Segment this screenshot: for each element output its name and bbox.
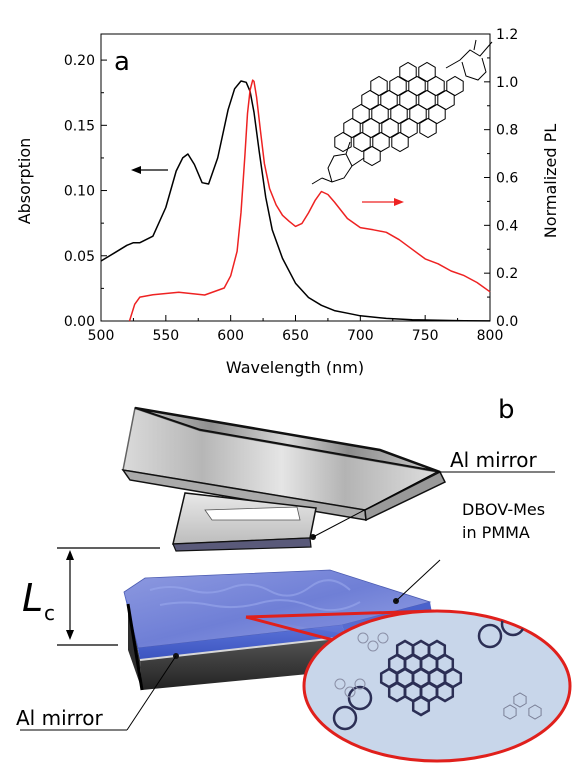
- hex-ring: [437, 89, 455, 111]
- inset-mesityl-ring: [347, 685, 373, 711]
- top-mirror-label: Al mirror: [450, 448, 538, 472]
- cavity-length-subscript: c: [44, 601, 55, 625]
- y-tick-label: 0.20: [64, 53, 95, 69]
- x-tick-label: 650: [282, 328, 309, 344]
- x-tick-label: 600: [217, 328, 244, 344]
- hex-ring: [399, 89, 417, 111]
- y-axis-label: Absorption: [15, 138, 34, 225]
- cavity-illustration: b L c: [16, 395, 572, 763]
- zoom-inset: [245, 609, 572, 763]
- y-tick-label: 0.10: [64, 184, 95, 200]
- cavity-length-symbol: L: [22, 576, 43, 620]
- hex-ring: [353, 131, 371, 153]
- inset-hex-faint: [513, 692, 527, 708]
- x-tick-label: 800: [477, 328, 504, 344]
- spectrum-chart: 500 550 600 650 700 750 800 0.000.050.100.150.…: [15, 27, 560, 377]
- molecule-structure-drawing: [311, 39, 493, 185]
- hex-ring: [370, 75, 388, 97]
- pl-series-line: [128, 79, 491, 322]
- hex-ring: [361, 89, 379, 111]
- inset-small-molecule: [367, 640, 379, 652]
- inset-mesityl-ring: [332, 705, 358, 731]
- inset-hex: [411, 695, 431, 717]
- left-axis-arrow: [131, 166, 168, 174]
- inset-small-molecule: [544, 614, 556, 626]
- panel-b-label: b: [498, 395, 515, 425]
- inset-small-molecule: [377, 632, 389, 644]
- bottom-mirror-label: Al mirror: [16, 706, 104, 730]
- inset-small-molecule: [357, 632, 369, 644]
- top-mirror-block: [121, 406, 447, 552]
- right-axis-arrow: [362, 198, 404, 206]
- hex-ring: [381, 117, 399, 139]
- hex-ring: [362, 117, 380, 139]
- x-tick-label: 500: [88, 328, 115, 344]
- hex-ring: [427, 75, 445, 97]
- y2-tick-label: 0.2: [496, 266, 518, 282]
- hex-ring: [363, 145, 381, 167]
- absorption-series-line: [100, 80, 491, 322]
- hex-ring: [352, 103, 370, 125]
- hex-ring: [428, 103, 446, 125]
- inset-hex: [435, 681, 455, 703]
- series-layer: [100, 79, 491, 322]
- film-label-line2: in PMMA: [462, 523, 530, 542]
- y2-tick-label: 0.4: [496, 218, 518, 234]
- inset-small-molecule: [344, 686, 356, 698]
- x-tick-label: 700: [347, 328, 374, 344]
- hex-ring: [371, 103, 389, 125]
- panel-a-label: a: [114, 47, 130, 77]
- top-mirror-leader: [312, 471, 438, 538]
- hex-ring: [408, 75, 426, 97]
- inset-hex-faint: [528, 704, 542, 720]
- hex-ring: [343, 117, 361, 139]
- inset-small-molecule: [487, 611, 499, 612]
- film-leader: [395, 559, 441, 602]
- y2-axis-label: Normalized PL: [541, 124, 560, 238]
- inset-small-molecule: [534, 622, 546, 634]
- hex-ring: [334, 131, 352, 153]
- bottom-mirror-stack: [123, 569, 432, 691]
- hex-ring: [419, 117, 437, 139]
- hex-ring: [409, 103, 427, 125]
- x-tick-label: 550: [152, 328, 179, 344]
- inset-small-molecule: [507, 611, 519, 612]
- plot-frame: [100, 33, 491, 322]
- y2-tick-label: 0.6: [496, 171, 518, 187]
- hex-ring: [418, 89, 436, 111]
- bottom-mirror-leader: [126, 655, 177, 731]
- hex-ring: [446, 75, 464, 97]
- y2-tick-label: 0.8: [496, 123, 518, 139]
- hex-ring: [372, 131, 390, 153]
- inset-mesityl-ring: [477, 623, 503, 649]
- hex-ring: [390, 103, 408, 125]
- hex-ring: [380, 89, 398, 111]
- hex-ring: [399, 61, 417, 83]
- hex-ring: [391, 131, 409, 153]
- y2-tick-label: 1.2: [496, 27, 518, 43]
- hex-ring: [418, 61, 436, 83]
- inset-small-molecule: [497, 611, 509, 620]
- inset-small-molecule: [354, 678, 366, 690]
- y-tick-label: 0.15: [64, 118, 95, 134]
- y2-ticks: 0.0 0.2 0.4 0.6 0.8 1.0 1.2: [484, 27, 518, 330]
- x-tick-label: 750: [412, 328, 439, 344]
- inset-small-molecule: [524, 614, 536, 626]
- inset-small-molecule: [334, 678, 346, 690]
- cavity-length-marker: L c: [22, 547, 160, 646]
- hex-ring: [400, 117, 418, 139]
- hex-ring: [389, 75, 407, 97]
- y-tick-label: 0.00: [64, 314, 95, 330]
- y-ticks: 0.00 0.05 0.10 0.15 0.20: [64, 53, 107, 330]
- y2-tick-label: 1.0: [496, 75, 518, 91]
- y2-tick-label: 0.0: [496, 314, 518, 330]
- inset-hex-faint: [503, 704, 517, 720]
- x-axis-label: Wavelength (nm): [226, 358, 364, 377]
- x-ticks: 500 550 600 650 700 750 800: [88, 315, 504, 344]
- film-label-line1: DBOV-Mes: [462, 500, 545, 519]
- y-tick-label: 0.05: [64, 249, 95, 265]
